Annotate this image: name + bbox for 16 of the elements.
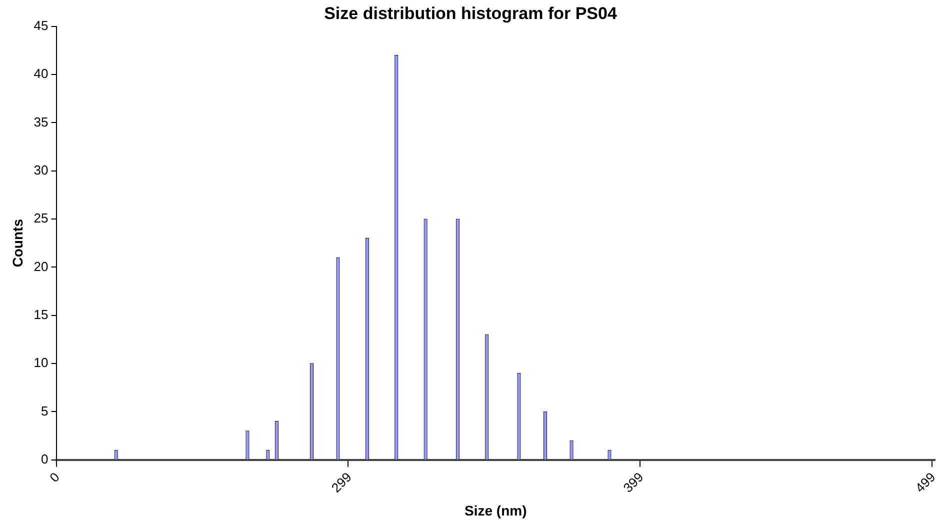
x-tick-label: 299 [328, 469, 354, 496]
y-tick-label: 25 [34, 210, 48, 226]
x-tick-label: 499 [912, 469, 938, 496]
y-tick-label: 15 [34, 306, 48, 322]
y-tick-label: 0 [41, 451, 48, 466]
y-tick-label: 40 [34, 66, 48, 82]
chart-title: Size distribution histogram for PS04 [324, 4, 618, 23]
y-axis-title: Counts [9, 218, 26, 268]
y-tick-label: 10 [34, 355, 48, 370]
y-tick-label: 30 [34, 162, 48, 178]
y-tick-label: 35 [34, 114, 48, 130]
y-tick-label: 45 [34, 18, 48, 33]
x-axis-title: Size (nm) [464, 502, 527, 518]
y-tick-label: 20 [34, 258, 48, 274]
y-tick-label: 5 [41, 403, 48, 418]
x-tick-label: 399 [620, 469, 646, 496]
